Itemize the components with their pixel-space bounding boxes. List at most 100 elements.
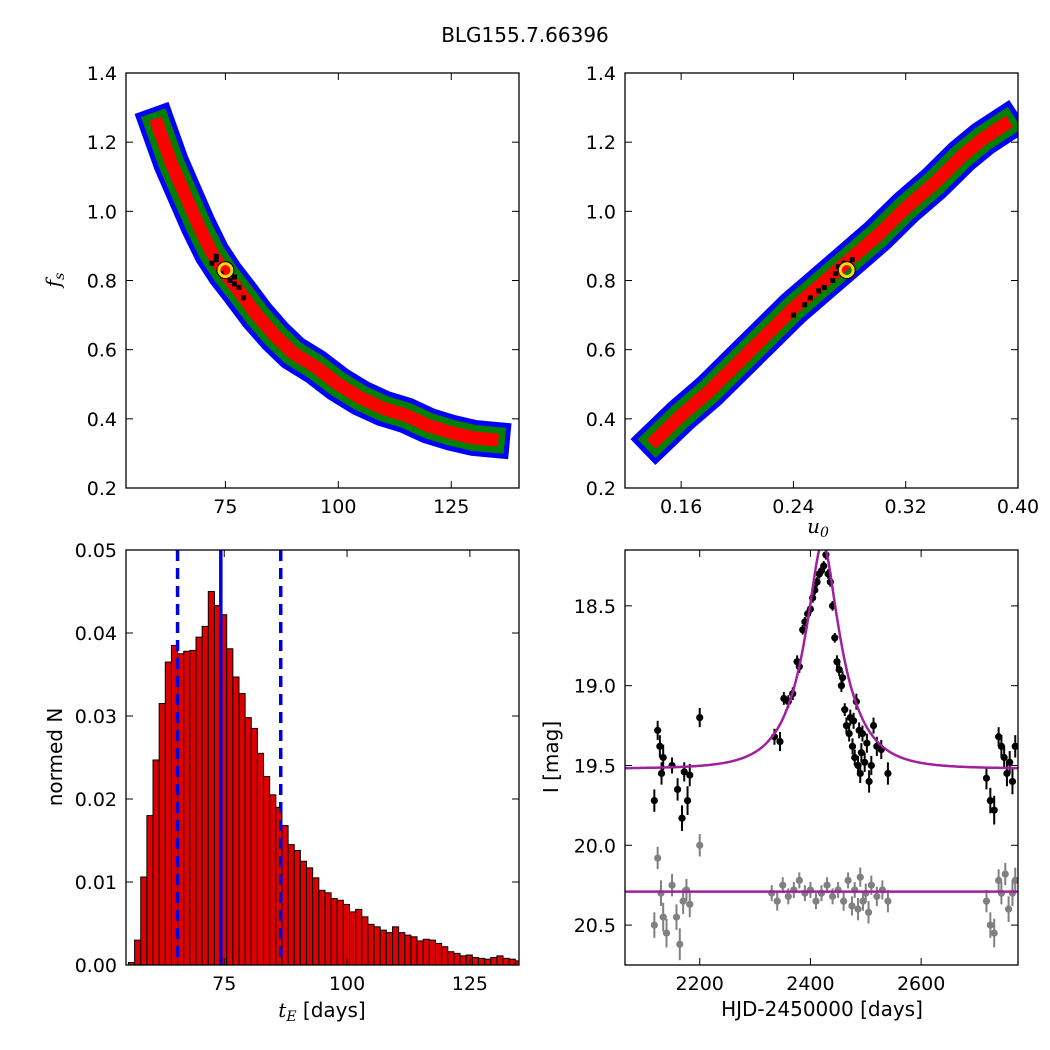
data-point bbox=[857, 749, 865, 757]
panel-fs-vs-te: 75 100 125 0.2 0.4 0.6 0.8 1.0 1.2 1.4 fs bbox=[41, 63, 520, 518]
comparison-point bbox=[867, 881, 875, 889]
histogram-bar bbox=[361, 916, 369, 965]
data-point bbox=[799, 626, 807, 634]
y-tick-label: 0.8 bbox=[87, 271, 117, 293]
histogram-bar bbox=[490, 957, 498, 965]
histogram-bar bbox=[287, 844, 295, 965]
sample-pixel bbox=[821, 284, 827, 290]
histogram-bar bbox=[477, 957, 486, 965]
y-tick-label: 0.2 bbox=[87, 478, 117, 500]
sample-pixel bbox=[236, 284, 242, 290]
panel-light-curve: 2200 2400 2600 18.5 19.0 19.5 20.0 20.5 HJD-245… bbox=[539, 549, 1019, 1021]
histogram-bar bbox=[355, 908, 363, 965]
y-tick-label: 0.8 bbox=[586, 271, 616, 293]
y-tick-label: 0.02 bbox=[75, 789, 117, 811]
comparison-point bbox=[659, 913, 667, 921]
histogram-bar bbox=[447, 951, 455, 965]
y-tick-label: 1.2 bbox=[586, 132, 616, 154]
comparison-point bbox=[856, 873, 864, 881]
x-tick-label: 2600 bbox=[897, 973, 945, 995]
best-fit-marker-outline bbox=[216, 261, 235, 280]
histogram-bar bbox=[146, 815, 154, 965]
y-tick-label: 0.04 bbox=[75, 623, 117, 645]
histogram-bar bbox=[318, 889, 326, 965]
comparison-point bbox=[823, 881, 831, 889]
x-axis-label: HJD-2450000 [days] bbox=[721, 997, 923, 1021]
histogram-bar bbox=[441, 946, 449, 965]
data-point bbox=[851, 753, 859, 762]
sample-pixel bbox=[849, 257, 855, 263]
histogram-bar bbox=[207, 591, 215, 965]
data-point bbox=[869, 721, 878, 730]
histogram-bar bbox=[158, 703, 166, 965]
histogram-bar bbox=[281, 825, 289, 965]
histogram-bar bbox=[140, 876, 148, 965]
data-point bbox=[686, 771, 694, 779]
best-fit-marker-outline bbox=[837, 261, 856, 280]
comparison-point bbox=[864, 908, 873, 916]
sample-pixel bbox=[209, 260, 215, 266]
sample-pixel bbox=[833, 271, 839, 277]
region-3sigma bbox=[134, 101, 512, 460]
histogram-bar bbox=[465, 954, 473, 965]
histogram-bar bbox=[244, 717, 252, 965]
data-point bbox=[680, 768, 688, 776]
comparison-point bbox=[990, 929, 998, 937]
histogram-bar bbox=[312, 877, 320, 965]
data-point bbox=[982, 774, 991, 782]
data-point bbox=[884, 769, 892, 778]
data-point bbox=[831, 634, 839, 642]
data-point bbox=[673, 785, 682, 794]
x-tick-label: 100 bbox=[320, 496, 356, 518]
y-tick-label: 20.5 bbox=[574, 915, 616, 937]
data-point bbox=[1000, 753, 1008, 762]
data-point bbox=[1006, 758, 1014, 766]
sample-pixel bbox=[213, 253, 219, 259]
y-tick-label: 1.4 bbox=[87, 63, 117, 85]
comparison-point bbox=[848, 902, 856, 910]
data-point bbox=[865, 777, 873, 786]
axes-frame bbox=[125, 549, 520, 966]
x-axis-label: u0 bbox=[807, 514, 829, 541]
histogram-bar bbox=[201, 625, 209, 965]
histogram-bar bbox=[134, 939, 142, 965]
data-point bbox=[861, 758, 869, 766]
comparison-point bbox=[986, 921, 994, 929]
data-point bbox=[850, 717, 858, 725]
histogram-bar bbox=[496, 955, 504, 965]
y-tick-label: 0.05 bbox=[75, 540, 117, 562]
x-tick-label: 2200 bbox=[676, 973, 724, 995]
data-point bbox=[835, 666, 843, 674]
y-tick-label: 0.6 bbox=[87, 340, 117, 362]
comparison-point bbox=[654, 854, 662, 862]
histogram-bar bbox=[349, 911, 357, 965]
histogram-bar bbox=[459, 955, 467, 965]
comparison-point bbox=[812, 897, 820, 905]
y-tick-label: 1.0 bbox=[87, 201, 117, 223]
sample-pixel bbox=[807, 295, 813, 301]
histogram-bar bbox=[152, 759, 160, 965]
sample-pixel bbox=[231, 281, 237, 287]
region-1sigma bbox=[646, 115, 1013, 449]
data-point bbox=[867, 761, 875, 770]
comparison-point bbox=[1011, 876, 1018, 885]
histogram-bar bbox=[306, 867, 314, 965]
data-point bbox=[683, 796, 692, 805]
histogram-bar bbox=[226, 648, 234, 965]
data-point bbox=[1011, 742, 1018, 750]
histogram-bar bbox=[373, 926, 381, 965]
sample-pixel bbox=[213, 257, 219, 263]
data-point bbox=[776, 737, 784, 746]
histogram-bar bbox=[502, 957, 510, 965]
histogram-bar bbox=[164, 661, 172, 965]
histogram-bar bbox=[256, 752, 265, 965]
histogram-bar bbox=[434, 942, 443, 965]
data-point bbox=[990, 806, 998, 814]
comparison-point bbox=[828, 892, 837, 900]
histogram-bar bbox=[293, 849, 301, 965]
x-tick-label: 125 bbox=[433, 496, 469, 518]
histogram-bar bbox=[367, 923, 375, 965]
comparison-point bbox=[676, 940, 684, 948]
x-tick-label: 0.40 bbox=[997, 496, 1039, 518]
comparison-point bbox=[696, 841, 704, 849]
